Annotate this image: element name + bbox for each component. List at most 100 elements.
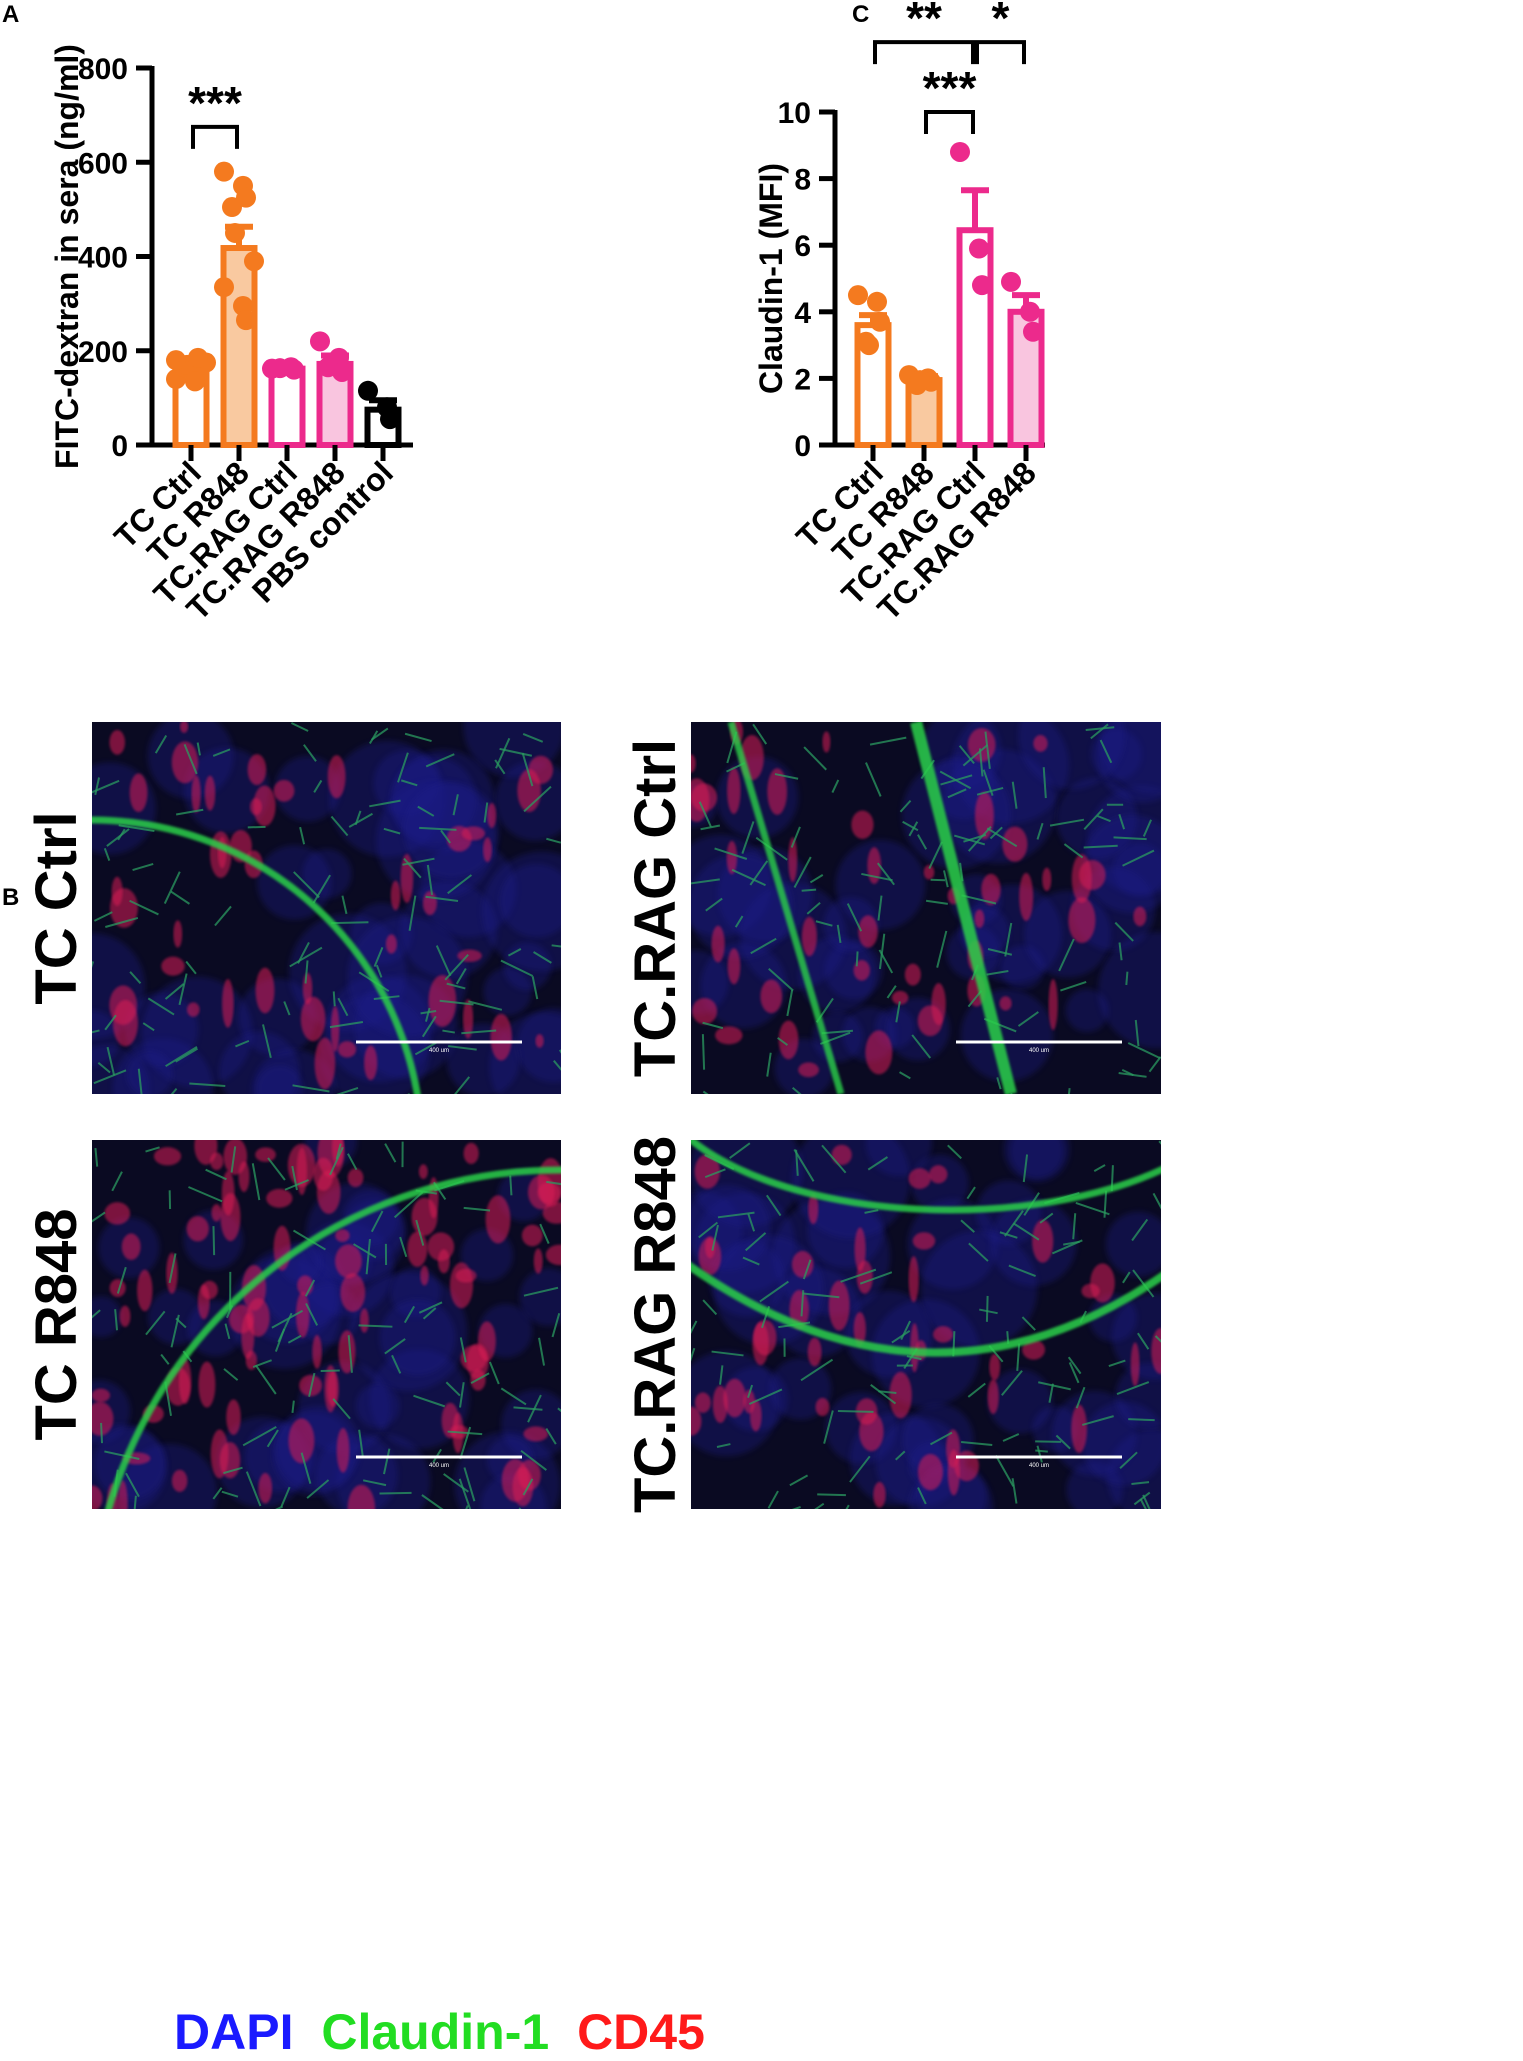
data-point: [270, 358, 290, 379]
cd45-signal: [485, 1195, 511, 1244]
claudin-signal: [447, 874, 473, 895]
claudin-signal: [789, 1474, 809, 1487]
claudin-signal: [1083, 844, 1118, 849]
claudin-signal: [183, 744, 198, 775]
dapi-signal: [791, 1140, 911, 1239]
claudin-signal: [967, 1382, 986, 1398]
claudin-signal: [698, 801, 712, 828]
y-tick-label: 6: [794, 230, 811, 263]
micrograph-tissue: [691, 1140, 1161, 1509]
claudin-signal: [979, 1308, 998, 1315]
claudin-signal: [331, 921, 369, 925]
claudin-signal: [283, 1001, 291, 1016]
claudin-signal: [1139, 1498, 1147, 1509]
claudin-signal: [702, 1090, 709, 1094]
claudin-signal: [500, 1387, 527, 1406]
claudin-signal: [815, 920, 833, 927]
claudin-signal: [1039, 1212, 1054, 1224]
claudin-signal: [936, 930, 948, 968]
claudin-signal: [483, 802, 489, 823]
claudin-signal: [994, 1454, 1015, 1487]
claudin-signal: [1154, 1335, 1161, 1343]
cd45-signal: [121, 1233, 141, 1260]
claudin-signal: [752, 723, 768, 745]
claudin-signal: [335, 1143, 342, 1160]
claudin-signal: [242, 1426, 277, 1447]
claudin-signal: [442, 1029, 455, 1034]
claudin-signal: [137, 1068, 143, 1094]
claudin-signal: [943, 870, 949, 888]
claudin-signal: [911, 1034, 932, 1059]
cd45-signal: [302, 972, 313, 1005]
cd45-signal: [359, 1308, 369, 1333]
claudin-signal: [1148, 1056, 1161, 1073]
cd45-signal: [727, 767, 741, 815]
claudin-signal: [223, 1368, 239, 1381]
data-point: [848, 285, 868, 306]
claudin-signal: [978, 748, 984, 777]
claudin-signal: [170, 1314, 180, 1348]
claudin-signal: [93, 911, 113, 922]
y-tick-label: 10: [778, 97, 811, 130]
claudin-signal: [691, 1347, 696, 1362]
claudin-signal: [747, 1384, 754, 1398]
claudin-signal: [717, 1211, 755, 1219]
claudin-signal: [468, 1000, 503, 1011]
claudin-signal: [1085, 726, 1115, 732]
claudin-signal: [299, 826, 306, 845]
cd45-signal: [933, 1326, 954, 1343]
cd45-signal: [92, 1388, 111, 1403]
dapi-signal: [1115, 1363, 1161, 1430]
cd45-signal: [727, 948, 741, 985]
claudin-signal: [814, 1502, 825, 1509]
scale-bar-label: 400 um: [429, 1463, 449, 1469]
claudin-signal: [895, 1001, 901, 1023]
claudin-signal: [518, 1507, 522, 1509]
claudin-signal: [930, 878, 946, 882]
claudin-signal: [499, 747, 533, 757]
claudin-signal: [454, 1076, 471, 1094]
significance-label: **: [906, 0, 942, 44]
data-point: [969, 238, 989, 259]
data-point: [972, 275, 992, 296]
cd45-signal: [778, 1020, 799, 1060]
claudin-signal: [877, 895, 883, 921]
claudin-signal: [214, 905, 232, 927]
cd45-signal: [904, 963, 921, 986]
claudin-signal: [117, 828, 126, 841]
claudin-signal: [878, 1390, 897, 1394]
cd45-signal: [1068, 897, 1096, 944]
claudin-signal: [1158, 1140, 1161, 1145]
claudin-signal: [961, 1441, 993, 1447]
claudin-signal: [546, 1180, 561, 1186]
claudin-signal: [185, 960, 197, 975]
claudin-signal: [92, 1309, 101, 1319]
claudin-signal: [1142, 1494, 1151, 1509]
cd45-signal: [917, 1453, 943, 1491]
cd45-signal: [512, 1467, 534, 1507]
cd45-signal: [917, 1005, 943, 1037]
muscularis-band: [105, 1166, 561, 1509]
cd45-signal: [266, 1188, 293, 1208]
claudin-signal: [522, 733, 544, 743]
claudin-signal: [925, 899, 948, 905]
muscularis-band: [727, 722, 845, 1094]
cd45-signal: [253, 785, 276, 827]
claudin-signal: [415, 1219, 425, 1246]
claudin-signal: [1090, 723, 1109, 740]
cd45-signal: [300, 996, 326, 1042]
cd45-signal: [463, 1142, 479, 1165]
claudin-signal: [353, 1243, 377, 1259]
claudin-signal: [520, 1449, 547, 1471]
claudin-signal: [196, 742, 201, 756]
claudin-signal: [230, 1146, 237, 1173]
claudin-signal: [165, 1046, 198, 1068]
claudin-signal: [1081, 1415, 1114, 1426]
claudin-signal: [251, 1163, 261, 1201]
cd45-signal: [407, 1231, 428, 1267]
claudin-signal: [500, 959, 534, 977]
cd45-signal: [698, 1237, 722, 1276]
claudin-signal: [1118, 813, 1126, 830]
cd45-signal: [457, 949, 482, 962]
cd45-signal: [908, 1256, 919, 1303]
